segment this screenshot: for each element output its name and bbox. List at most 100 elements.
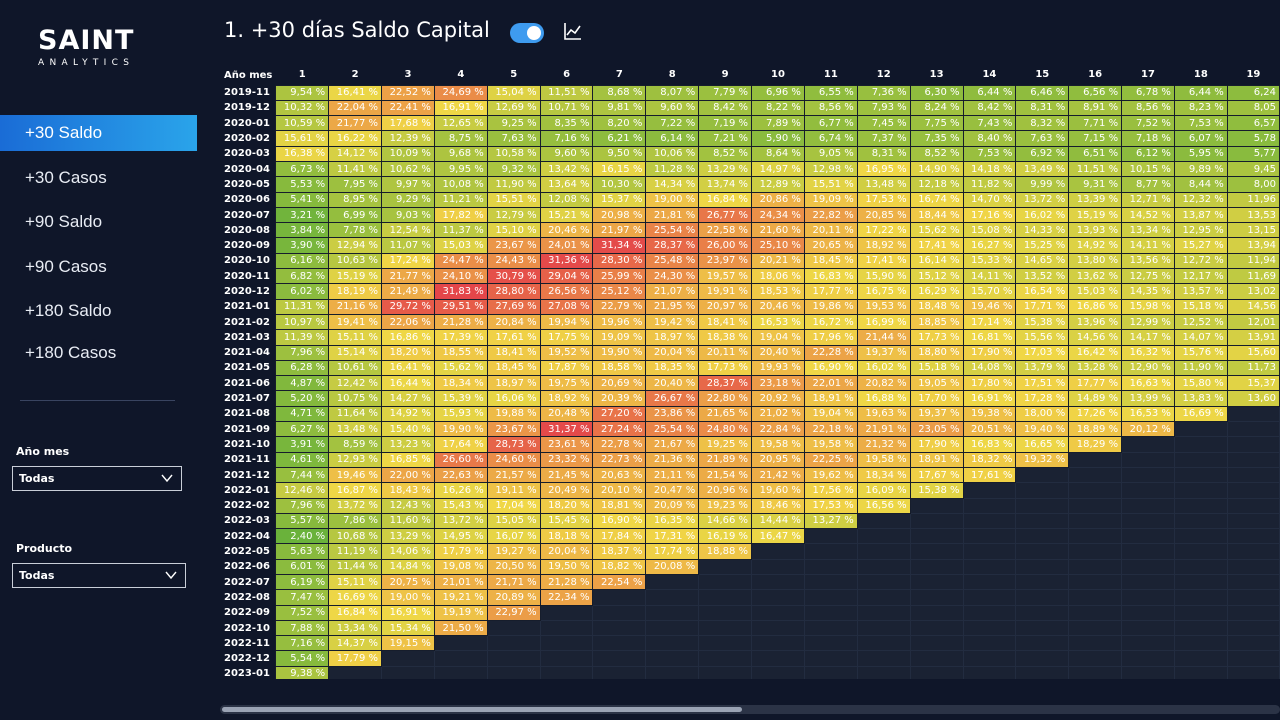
nav-item-30-casos[interactable]: +30 Casos: [25, 168, 107, 187]
heatmap-cell: 10,08 %: [433, 176, 488, 193]
table-row: 2020-03 16,38 % 14,12 % 10,09 % 9,68 % 10,58 …: [220, 145, 1280, 162]
nav-item-180-saldo[interactable]: +180 Saldo: [25, 301, 112, 320]
scrollbar-thumb[interactable]: [222, 707, 742, 712]
heatmap-cell: 15,80 %: [1173, 375, 1228, 392]
heatmap-cell: 18,34 %: [856, 466, 911, 484]
table-row: 2021-07 5,20 % 10,75 % 14,27 % 15,39 % 16,06 …: [220, 390, 1280, 407]
heatmap-cell: 29,72 %: [381, 298, 435, 315]
horizontal-scrollbar[interactable]: [220, 705, 1280, 714]
heatmap-cell: 15,08 %: [962, 222, 1017, 239]
heatmap-cell: 8,24 %: [909, 99, 964, 117]
heatmap-cell: 14,17 %: [1121, 329, 1175, 346]
nav-item-30-saldo[interactable]: +30 Saldo: [0, 115, 197, 151]
empty-cell: [909, 512, 964, 530]
row-label: 2021-05: [220, 360, 276, 376]
heatmap-cell: 6,27 %: [275, 421, 330, 438]
empty-cell: [1068, 497, 1123, 514]
table-row: 2023-01 9,38 %: [220, 665, 1280, 679]
heatmap-cell: 20,63 %: [592, 466, 647, 484]
empty-cell: [592, 589, 647, 606]
row-label: 2021-06: [220, 375, 276, 391]
heatmap-cell: 7,96 %: [275, 497, 330, 514]
heatmap-cell: 18,91 %: [909, 451, 964, 468]
heatmap-cell: 12,72 %: [1173, 252, 1228, 270]
nav-item-180-casos[interactable]: +180 Casos: [25, 343, 117, 362]
empty-cell: [856, 558, 911, 576]
heatmap-cell: 12,79 %: [486, 206, 541, 224]
nav-item-90-casos[interactable]: +90 Casos: [25, 257, 107, 276]
heatmap-cell: 18,55 %: [433, 344, 488, 361]
empty-cell: [539, 635, 594, 652]
heatmap-cell: 7,47 %: [275, 589, 330, 606]
heatmap-cell: 22,25 %: [803, 451, 858, 468]
heatmap-cell: 24,80 %: [698, 421, 753, 438]
heatmap-cell: 10,62 %: [381, 160, 435, 178]
heatmap-cell: 17,14 %: [962, 313, 1017, 331]
heatmap-cell: 16,65 %: [1015, 436, 1070, 453]
anio-mes-dropdown[interactable]: Todas: [12, 466, 182, 491]
heatmap-cell: 19,90 %: [592, 344, 647, 361]
producto-dropdown[interactable]: Todas: [12, 563, 186, 588]
empty-cell: [803, 573, 858, 591]
view-toggle[interactable]: [510, 23, 544, 43]
empty-cell: [1068, 512, 1123, 530]
heatmap-cell: 13,42 %: [539, 160, 594, 178]
empty-cell: [1226, 665, 1280, 679]
heatmap-cell: 21,91 %: [856, 421, 911, 438]
heatmap-cell: 19,42 %: [645, 313, 700, 331]
heatmap-cell: 11,07 %: [381, 237, 435, 254]
heatmap-cell: 16,95 %: [856, 160, 911, 178]
row-label: 2022-05: [220, 543, 276, 560]
row-label: 2021-03: [220, 329, 276, 346]
heatmap-cell: 17,79 %: [433, 543, 488, 560]
heatmap-cell: 15,37 %: [592, 191, 647, 208]
column-header-7: 7: [592, 65, 646, 85]
row-label: 2021-08: [220, 406, 276, 422]
empty-cell: [1173, 604, 1228, 621]
empty-cell: [539, 665, 594, 679]
empty-cell: [1015, 528, 1070, 545]
heatmap-cell: 12,94 %: [328, 237, 383, 254]
heatmap-cell: 19,08 %: [433, 558, 488, 576]
heatmap-cell: 16,44 %: [381, 375, 435, 392]
heatmap-cell: 23,32 %: [539, 451, 594, 468]
nav-item-90-saldo[interactable]: +90 Saldo: [25, 212, 103, 231]
heatmap-cell: 15,14 %: [328, 344, 383, 361]
row-label: 2020-03: [220, 146, 276, 162]
heatmap-cell: 16,83 %: [962, 436, 1017, 453]
heatmap-cell: 13,02: [1226, 283, 1280, 300]
heatmap-cell: 8,56 %: [1121, 99, 1175, 117]
row-label: 2022-03: [220, 513, 276, 529]
heatmap-cell: 24,30 %: [645, 268, 700, 285]
heatmap-cell: 19,46 %: [962, 298, 1017, 315]
heatmap-cell: 17,41 %: [909, 237, 964, 254]
heatmap-cell: 25,48 %: [645, 252, 700, 270]
heatmap-cell: 16,86 %: [1068, 298, 1123, 315]
heatmap-cell: 27,20 %: [592, 405, 647, 423]
empty-cell: [1121, 436, 1175, 453]
column-header-11: 11: [804, 65, 858, 85]
heatmap-cell: 7,95 %: [328, 176, 383, 193]
table-row: 2020-01 10,59 % 21,77 % 17,68 % 12,65 % 9,25 …: [220, 115, 1280, 132]
heatmap-cell: 23,67 %: [486, 421, 541, 438]
empty-cell: [962, 482, 1017, 499]
empty-cell: [645, 650, 700, 667]
empty-cell: [1226, 451, 1280, 468]
line-chart-icon[interactable]: [563, 21, 583, 41]
heatmap-cell: 16,91 %: [433, 99, 488, 117]
heatmap-cell: 20,09 %: [645, 497, 700, 514]
heatmap-cell: 11,90 %: [486, 176, 541, 193]
heatmap-cell: 11,69: [1226, 268, 1280, 285]
empty-cell: [539, 619, 594, 637]
heatmap-cell: 22,84 %: [751, 421, 805, 438]
empty-cell: [856, 604, 911, 621]
heatmap-cell: 9,05 %: [803, 145, 858, 162]
heatmap-cell: 21,36 %: [645, 451, 700, 468]
row-label: 2021-09: [220, 421, 276, 437]
heatmap-cell: 13,60: [1226, 390, 1280, 407]
heatmap-cell: 11,39 %: [275, 329, 330, 346]
heatmap-cell: 26,77 %: [698, 206, 753, 224]
heatmap-cell: 8,40 %: [962, 130, 1017, 147]
heatmap-cell: 17,87 %: [539, 359, 594, 377]
row-label: 2021-04: [220, 345, 276, 361]
